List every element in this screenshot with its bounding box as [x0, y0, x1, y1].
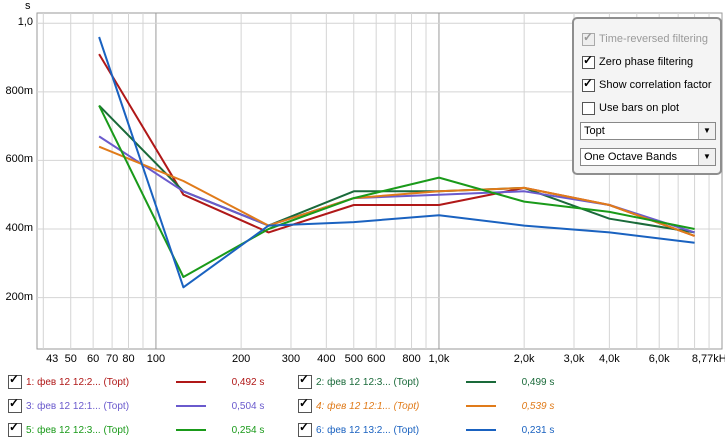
legend-checkbox[interactable] [298, 420, 312, 437]
legend-item-1[interactable]: 1: фев 12 12:2... (Topt) 0,492 s [8, 372, 278, 390]
band-select-value: One Octave Bands [584, 151, 677, 163]
y-tick-label: 200m [5, 290, 33, 303]
options-panel: Time-reversed filtering Zero phase filte… [572, 17, 722, 175]
y-axis-label: s [25, 0, 31, 12]
y-tick-label: 800m [5, 84, 33, 97]
x-tick-label: 80 [122, 353, 135, 365]
x-tick-label: 3,0k [563, 353, 585, 365]
time-reversed-option[interactable]: Time-reversed filtering [582, 30, 709, 47]
x-tick-label: 60 [87, 353, 100, 365]
x-tick-label: 4,0k [598, 353, 620, 365]
legend-series-name: 3: фев 12 12:1... (Topt) [26, 400, 130, 412]
series-line-5 [98, 105, 695, 278]
series-line-4 [98, 145, 695, 237]
show-correlation-label: Show correlation factor [599, 79, 712, 91]
y-tick-label: 400m [5, 222, 33, 234]
x-tick-label: 600 [366, 353, 386, 365]
legend-line-swatch [466, 429, 496, 431]
legend-series-value: 0,254 s [231, 424, 265, 436]
x-tick-label: 500 [344, 353, 363, 365]
legend-series-name: 1: фев 12 12:2... (Topt) [26, 376, 130, 388]
x-tick-label: 43 [46, 353, 59, 365]
legend-checkbox[interactable] [8, 420, 22, 437]
band-select[interactable]: One Octave Bands ▼ [580, 148, 716, 166]
legend-series-name: 4: фев 12 12:1... (Topt) [316, 400, 420, 412]
zero-phase-label: Zero phase filtering [599, 56, 694, 68]
legend-checkbox[interactable] [298, 372, 312, 389]
y-tick-label: 600m [5, 153, 33, 166]
x-tick-label: 6,0k [648, 353, 670, 365]
use-bars-option[interactable]: Use bars on plot [582, 100, 679, 116]
x-tick-label: 800 [402, 353, 421, 365]
legend-series-value: 0,231 s [521, 424, 555, 436]
legend-line-swatch [176, 405, 206, 407]
parameter-select[interactable]: Topt ▼ [580, 122, 716, 140]
legend-line-swatch [176, 429, 206, 431]
x-tick-label: 8,77kHz [691, 353, 725, 365]
legend-checkbox[interactable] [8, 396, 22, 413]
x-tick-label: 200 [231, 353, 251, 365]
legend-item-6[interactable]: 6: фев 12 13:2... (Topt) 0,231 s [298, 420, 568, 438]
zero-phase-checkbox[interactable] [582, 53, 595, 69]
x-tick-label: 400 [317, 353, 336, 365]
x-tick-label: 50 [64, 353, 77, 365]
time-reversed-label: Time-reversed filtering [599, 33, 709, 45]
use-bars-label: Use bars on plot [599, 102, 680, 114]
legend-checkbox[interactable] [298, 396, 312, 413]
y-tick-label: 1,0 [17, 16, 33, 29]
legend-series-name: 6: фев 12 13:2... (Topt) [316, 424, 420, 436]
chevron-down-icon[interactable]: ▼ [698, 149, 715, 165]
use-bars-checkbox[interactable] [582, 101, 595, 115]
legend-series-value: 0,492 s [231, 376, 265, 388]
legend-series-name: 2: фев 12 12:3... (Topt) [316, 376, 420, 388]
legend-line-swatch [466, 381, 496, 383]
legend-item-4[interactable]: 4: фев 12 12:1... (Topt) 0,539 s [298, 396, 568, 414]
chevron-down-icon[interactable]: ▼ [698, 123, 715, 139]
legend-series-value: 0,499 s [521, 376, 555, 388]
legend-item-5[interactable]: 5: фев 12 12:3... (Topt) 0,254 s [8, 420, 278, 438]
parameter-select-value: Topt [584, 125, 605, 137]
show-correlation-option[interactable]: Show correlation factor [582, 76, 712, 93]
series-line-6 [98, 36, 695, 289]
legend-line-swatch [466, 405, 496, 407]
x-tick-label: 300 [281, 353, 301, 365]
x-tick-label: 100 [146, 353, 166, 365]
legend-line-swatch [176, 381, 206, 383]
legend-series-value: 0,504 s [231, 400, 265, 412]
x-tick-label: 70 [105, 353, 119, 365]
x-tick-label: 1,0k [428, 353, 450, 365]
legend-series-name: 5: фев 12 12:3... (Topt) [26, 424, 130, 436]
legend-series-value: 0,539 s [521, 400, 555, 412]
legend-item-2[interactable]: 2: фев 12 12:3... (Topt) 0,499 s [298, 372, 568, 390]
legend-item-3[interactable]: 3: фев 12 12:1... (Topt) 0,504 s [8, 396, 278, 414]
legend-checkbox[interactable] [8, 372, 22, 389]
time-reversed-checkbox[interactable] [582, 30, 595, 46]
x-tick-label: 2,0k [513, 353, 535, 365]
show-correlation-checkbox[interactable] [582, 76, 595, 92]
zero-phase-option[interactable]: Zero phase filtering [582, 53, 694, 70]
